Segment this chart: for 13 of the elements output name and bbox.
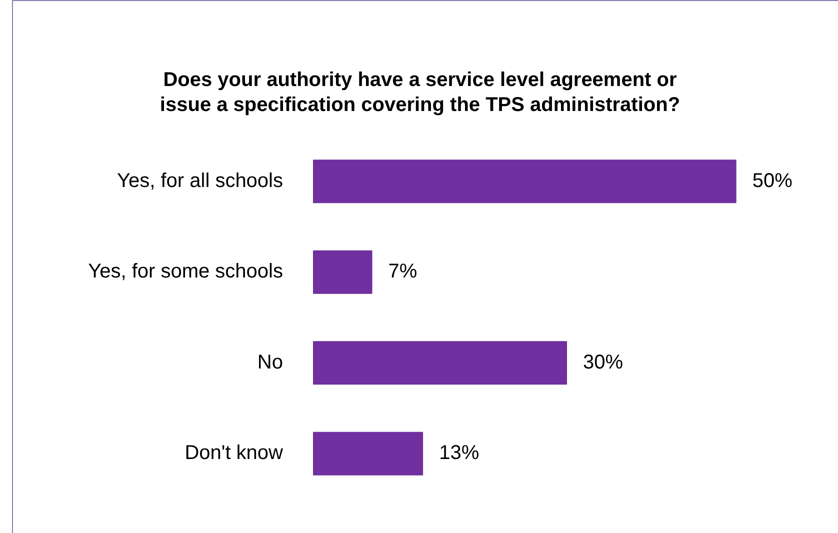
bar xyxy=(313,341,567,385)
data-label: 30% xyxy=(583,351,624,374)
y-tick-label: Yes, for some schools xyxy=(88,260,283,283)
bar xyxy=(313,432,424,476)
y-tick-label: No xyxy=(257,351,283,374)
y-tick-label: Don't know xyxy=(184,442,284,464)
bar xyxy=(313,160,736,204)
data-label: 50% xyxy=(752,170,793,192)
data-label: 7% xyxy=(388,260,418,283)
data-label: 13% xyxy=(439,442,480,464)
y-tick-label: Yes, for all schools xyxy=(116,170,283,192)
bar xyxy=(313,250,372,294)
chart-title: Does your authority have a service level agreement or issue a specification covering the TPS administration? xyxy=(158,68,682,118)
